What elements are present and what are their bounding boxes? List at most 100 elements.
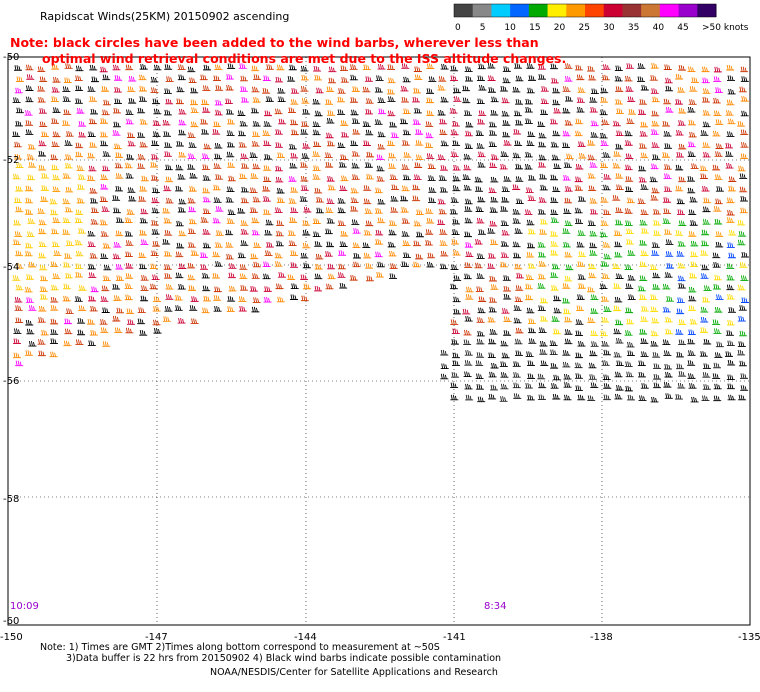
wind-barb [15,263,24,269]
wind-barb [512,372,521,378]
wind-barb [689,86,698,92]
wind-barb [515,285,524,291]
wind-barb [651,242,660,248]
wind-barb [175,220,184,227]
wind-barb [226,186,235,193]
wind-barb [339,282,348,289]
wind-barb [364,76,373,82]
wind-barb [201,99,210,105]
wind-barb [415,209,424,216]
wind-barb [240,197,249,204]
wind-barb [12,275,21,281]
wind-barb [25,64,34,71]
wind-barb [539,297,548,304]
legend-swatch [547,4,567,17]
wind-barb [15,360,24,367]
wind-barb [463,164,472,171]
wind-barb [640,250,649,256]
wind-barb [475,360,484,366]
wind-barb [637,63,646,69]
wind-barb [652,272,661,279]
wind-barb [575,218,584,224]
wind-barb [439,263,448,270]
wind-barb [302,262,311,269]
wind-barb [600,162,609,169]
wind-barb [528,75,537,81]
wind-barb [702,219,711,225]
wind-barb [527,131,536,137]
wind-barb [201,272,210,279]
wind-barb [215,206,224,212]
wind-barb [239,120,248,127]
wind-barb [138,263,147,270]
wind-barb [490,196,499,203]
wind-barb [400,85,409,92]
wind-barb [676,209,685,215]
wind-barb [227,175,236,182]
wind-barb [389,273,398,279]
wind-barb [527,318,536,324]
wind-barb [262,185,271,192]
wind-barb [62,120,71,126]
wind-barb [62,283,71,290]
wind-barb [539,315,548,322]
wind-barb [190,99,199,106]
wind-barb [400,195,409,202]
wind-barb [64,328,73,335]
wind-barb [325,283,334,290]
wind-barb [252,196,261,203]
wind-barb [527,228,536,235]
wind-barb [665,296,674,302]
wind-barb [250,173,259,179]
wind-barb [526,140,535,147]
wind-barb [476,98,485,105]
wind-barb [150,76,159,83]
wind-barb [676,363,685,370]
wind-barb [600,140,609,146]
wind-barb [624,264,633,270]
wind-barb [315,253,324,260]
wind-barb [389,174,398,180]
wind-barb [715,119,724,125]
wind-barb [177,74,186,81]
wind-barb [539,218,548,225]
wind-barb [188,77,197,84]
wind-barb [213,197,222,203]
wind-barb [340,175,349,182]
wind-barb [376,175,385,182]
wind-barb [264,229,273,236]
wind-barb [726,383,735,390]
wind-barb [251,217,260,224]
wind-barb [365,220,374,227]
wind-barb [38,150,47,157]
wind-barb [64,154,73,160]
wind-barb [314,285,323,292]
wind-barb [714,198,723,205]
wind-barb [662,152,671,158]
wind-barb [326,241,335,248]
wind-barb [740,251,749,258]
wind-barb [689,318,698,325]
wind-barb [288,64,297,71]
wind-barb [602,184,611,191]
wind-barb [678,371,687,377]
wind-barb [274,252,283,259]
wind-barb [163,131,172,137]
wind-barb [24,350,33,356]
wind-barb [677,120,686,126]
wind-barb [514,140,523,147]
wind-barb [613,151,622,157]
wind-barb [152,120,161,126]
wind-barb [640,209,649,215]
wind-barb [453,96,462,102]
wind-barb [249,187,258,193]
wind-barb [253,74,262,80]
wind-barb [99,219,108,226]
wind-barb [338,161,347,168]
wind-barb [127,86,136,92]
wind-barb [15,206,24,213]
wind-barb [163,109,172,116]
wind-barb [450,151,459,157]
wind-barb [513,305,522,311]
wind-barb [328,77,337,84]
